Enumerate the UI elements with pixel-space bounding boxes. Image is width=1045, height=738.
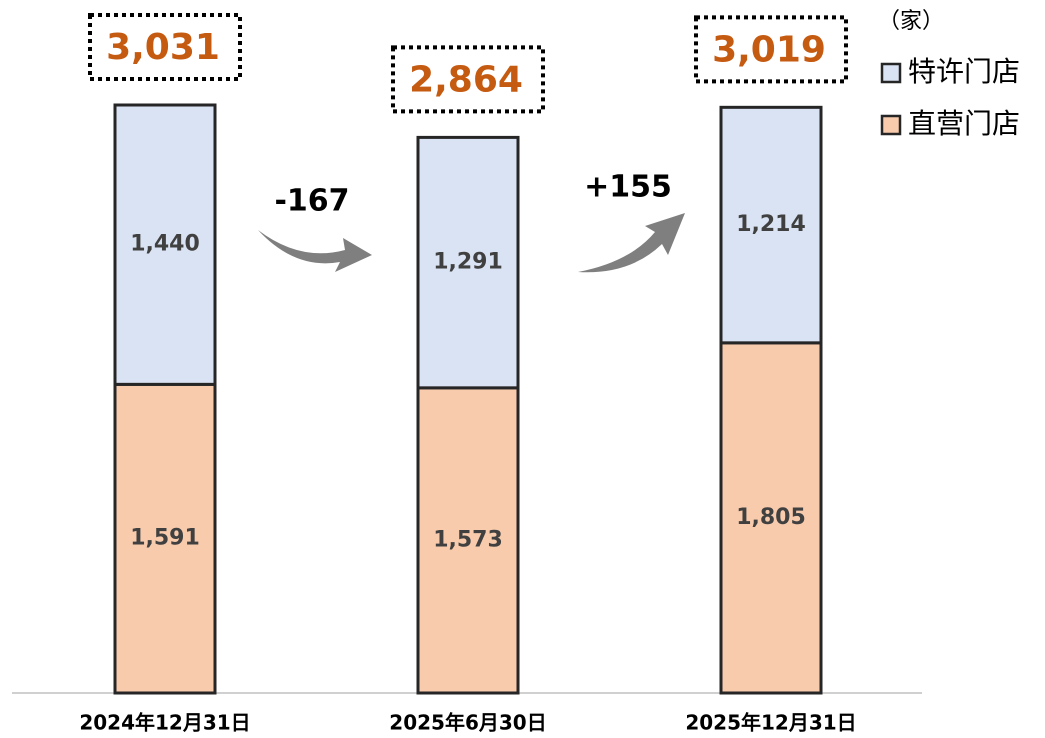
legend-label: 直营门店 <box>908 107 1020 140</box>
arrow <box>258 230 372 272</box>
bar-segment <box>113 382 217 695</box>
arrow <box>578 213 685 273</box>
bar-segment <box>416 386 520 695</box>
total-label: 2,864 <box>409 59 523 100</box>
total-label: 3,019 <box>712 29 826 70</box>
legend-swatch <box>880 114 902 136</box>
bar-segment <box>719 341 823 695</box>
bar-segment <box>113 103 217 386</box>
total-label: 3,031 <box>106 27 220 68</box>
x-tick-label: 2025年6月30日 <box>389 711 546 735</box>
change-label: -167 <box>274 184 349 219</box>
value-label: 1,591 <box>130 526 200 551</box>
legend-label: 特许门店 <box>908 55 1020 88</box>
x-tick-label: 2024年12月31日 <box>79 711 250 735</box>
unit-label: （家） <box>878 9 944 34</box>
total-box <box>694 15 848 84</box>
change-label: +155 <box>584 170 672 205</box>
x-tick-label: 2025年12月31日 <box>685 711 856 735</box>
value-label: 1,573 <box>433 527 503 552</box>
total-box <box>391 45 545 114</box>
legend-swatch <box>880 62 902 84</box>
value-label: 1,291 <box>433 250 503 275</box>
total-box <box>88 13 242 81</box>
bar-segment <box>719 105 823 345</box>
value-label: 1,214 <box>736 212 806 237</box>
value-label: 1,440 <box>130 232 200 257</box>
bar-segment <box>416 135 520 390</box>
value-label: 1,805 <box>736 505 806 530</box>
